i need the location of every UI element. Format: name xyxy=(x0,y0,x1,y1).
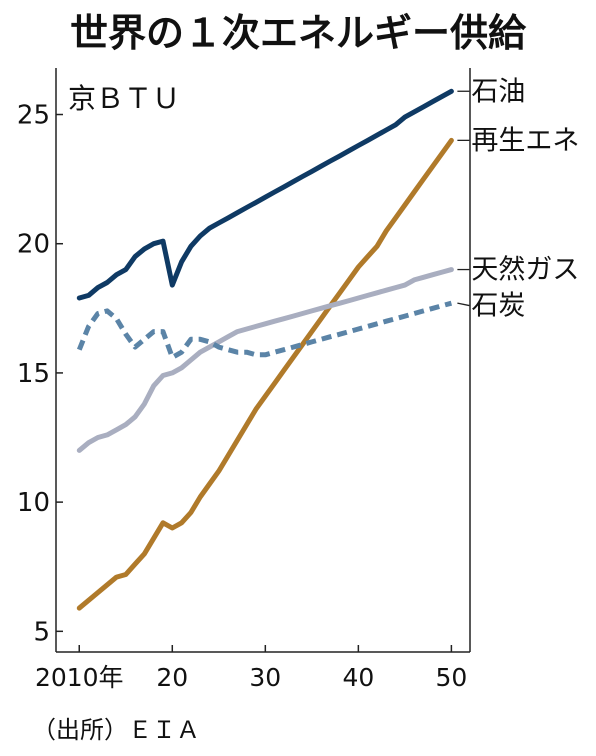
y-axis-unit-label: 京ＢＴＵ xyxy=(68,82,180,115)
chart-title: 世界の１次エネルギー供給 xyxy=(70,11,527,55)
y-tick-label: 10 xyxy=(17,488,50,518)
series-layer xyxy=(76,88,454,611)
y-tick-label: 20 xyxy=(17,230,50,260)
x-tick-label: 40 xyxy=(342,663,374,692)
y-tick-label: 15 xyxy=(17,359,50,389)
series-3-line xyxy=(76,267,454,453)
axes: 5 10 15 20 25 2010年 20 30 40 50 xyxy=(17,68,471,692)
source-note: （出所）ＥＩＡ xyxy=(32,716,200,744)
series-1-line xyxy=(76,88,454,301)
y-tick-label: 25 xyxy=(17,101,50,131)
series-4-line xyxy=(76,300,453,360)
series-4-leader-line xyxy=(457,302,470,307)
series-1-label: 石油 xyxy=(471,76,525,107)
series-4-label: 石炭 xyxy=(471,291,525,322)
series-2-label: 再生エネ xyxy=(471,125,579,156)
x-tick-label: 20 xyxy=(156,663,188,692)
series-3-label: 天然ガス xyxy=(471,255,579,286)
y-tick-label: 5 xyxy=(33,617,50,647)
x-tick-label: 50 xyxy=(435,663,467,692)
series-2-line xyxy=(76,137,454,611)
x-tick-label: 2010年 xyxy=(35,663,124,692)
x-tick-label: 30 xyxy=(249,663,281,692)
